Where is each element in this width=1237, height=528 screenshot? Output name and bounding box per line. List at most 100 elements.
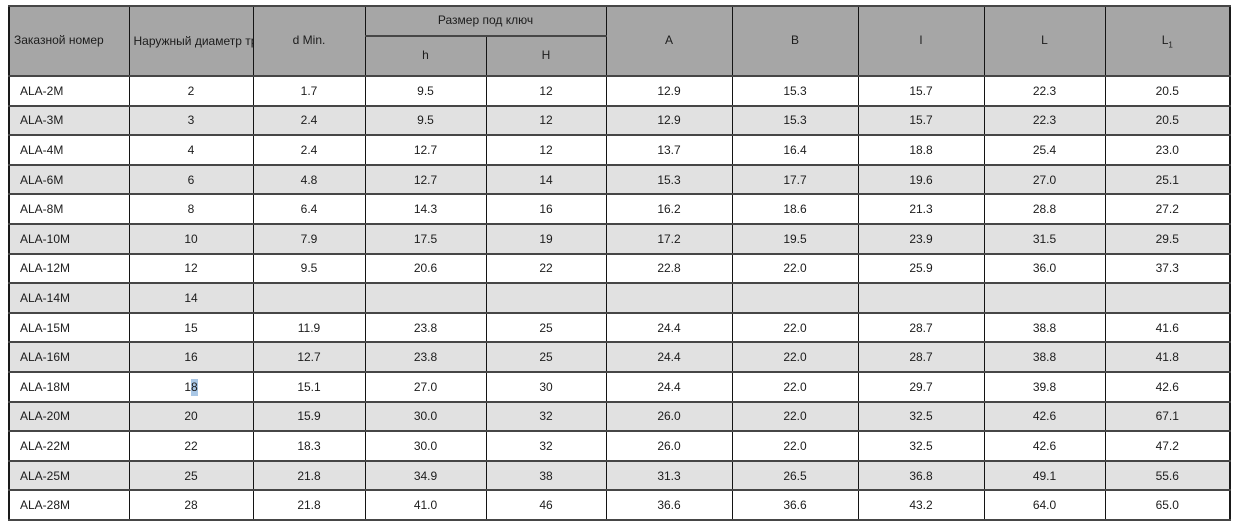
table-row: ALA-18M 18 15.1 27.0 30 24.4 22.0 29.7 39.8 42.6 [8, 370, 1231, 403]
value-cell: 12.7 [252, 341, 366, 373]
table-row: ALA-20M 20 15.9 30.0 32 26.0 22.0 32.5 42.6 67.1 [8, 400, 1231, 433]
value-cell [252, 282, 366, 314]
value-cell: 17.2 [605, 222, 733, 255]
value-cell: 19 [485, 222, 607, 255]
document-page: Заказной номер Наружный диаметр трубы D … [8, 5, 1232, 521]
value-cell: 16.4 [731, 134, 859, 166]
value-cell: 19.6 [857, 163, 985, 196]
value-cell: 47.2 [1104, 430, 1231, 462]
value-cell: 16 [128, 341, 254, 373]
value-cell: 15.3 [605, 163, 733, 196]
value-cell: 23.9 [857, 222, 985, 255]
value-cell: 32.5 [857, 430, 985, 462]
value-cell: 34.9 [364, 459, 487, 492]
col-header-l1-base: L [1161, 33, 1169, 48]
value-cell [605, 282, 733, 314]
col-header-l-big: L [983, 5, 1106, 77]
value-cell: 20.5 [1104, 104, 1231, 137]
value-cell: 28 [128, 489, 254, 521]
value-cell: 46 [485, 489, 607, 521]
value-cell: 42.6 [1104, 370, 1231, 403]
value-cell: 7.9 [252, 222, 366, 255]
value-cell: 37.3 [1104, 252, 1231, 285]
value-cell: 30.0 [364, 400, 487, 433]
value-cell: 8 [128, 193, 254, 225]
value-cell: 22.8 [605, 252, 733, 285]
value-cell: 12.9 [605, 75, 733, 107]
value-cell: 32.5 [857, 400, 985, 433]
value-cell [364, 282, 487, 314]
value-cell: 22 [128, 430, 254, 462]
value-cell: 14 [128, 282, 254, 314]
value-cell: 1.7 [252, 75, 366, 107]
value-cell: 65.0 [1104, 489, 1231, 521]
value-cell: 41.0 [364, 489, 487, 521]
value-cell: 18 [128, 370, 254, 403]
value-cell: 9.5 [364, 104, 487, 137]
value-cell: 4.8 [252, 163, 366, 196]
value-cell: 25.1 [1104, 163, 1231, 196]
table-body: ALA-2M 2 1.7 9.5 12 12.9 15.3 15.7 22.3 20.5 ALA-3… [8, 75, 1231, 521]
spec-table: Заказной номер Наружный диаметр трубы D … [8, 5, 1232, 521]
col-header-d-min: d Min. [252, 5, 366, 77]
order-number-cell: ALA-4M [8, 134, 130, 166]
value-cell: 22.3 [983, 75, 1106, 107]
value-cell: 20.5 [1104, 75, 1231, 107]
value-cell: 12.7 [364, 163, 487, 196]
value-cell: 25.9 [857, 252, 985, 285]
value-cell [485, 282, 607, 314]
table-row: ALA-2M 2 1.7 9.5 12 12.9 15.3 15.7 22.3 20.5 [8, 75, 1231, 107]
value-cell: 15.3 [731, 104, 859, 137]
col-header-wrench-size-group: Размер под ключ [364, 5, 607, 37]
value-cell: 23.0 [1104, 134, 1231, 166]
value-cell [1104, 282, 1231, 314]
value-cell: 39.8 [983, 370, 1106, 403]
value-cell: 9.5 [252, 252, 366, 285]
value-cell: 25 [485, 341, 607, 373]
value-cell: 30 [485, 370, 607, 403]
col-header-l-small: l [857, 5, 985, 77]
value-cell: 18.8 [857, 134, 985, 166]
value-cell: 20.6 [364, 252, 487, 285]
order-number-cell: ALA-22M [8, 430, 130, 462]
order-number-cell: ALA-18M [8, 370, 130, 403]
value-cell: 38.8 [983, 341, 1106, 373]
col-header-h-small: h [364, 35, 487, 77]
order-number-cell: ALA-8M [8, 193, 130, 225]
value-cell: 28.7 [857, 311, 985, 344]
value-cell: 26.5 [731, 459, 859, 492]
value-cell: 12.9 [605, 104, 733, 137]
value-cell: 2.4 [252, 134, 366, 166]
order-number-cell: ALA-12M [8, 252, 130, 285]
value-cell: 14 [485, 163, 607, 196]
value-cell: 25 [128, 459, 254, 492]
value-cell: 22.0 [731, 311, 859, 344]
table-row: ALA-6M 6 4.8 12.7 14 15.3 17.7 19.6 27.0 25.1 [8, 163, 1231, 196]
value-cell: 24.4 [605, 311, 733, 344]
value-cell: 22.0 [731, 400, 859, 433]
value-cell: 6.4 [252, 193, 366, 225]
order-number-cell: ALA-3M [8, 104, 130, 137]
value-cell: 13.7 [605, 134, 733, 166]
order-number-cell: ALA-28M [8, 489, 130, 521]
value-cell: 31.3 [605, 459, 733, 492]
order-number-cell: ALA-10M [8, 222, 130, 255]
order-number-cell: ALA-14M [8, 282, 130, 314]
value-cell: 36.6 [731, 489, 859, 521]
value-cell: 20 [128, 400, 254, 433]
table-row: ALA-8M 8 6.4 14.3 16 16.2 18.6 21.3 28.8 27.2 [8, 193, 1231, 225]
value-cell: 15.1 [252, 370, 366, 403]
value-cell: 22.0 [731, 252, 859, 285]
order-number-cell: ALA-6M [8, 163, 130, 196]
value-cell: 42.6 [983, 400, 1106, 433]
col-header-outer-diameter: Наружный диаметр трубы D [128, 5, 254, 77]
value-cell: 19.5 [731, 222, 859, 255]
col-header-l1: L1 [1104, 5, 1231, 77]
value-cell [983, 282, 1106, 314]
value-cell: 38.8 [983, 311, 1106, 344]
value-cell: 29.7 [857, 370, 985, 403]
value-cell: 24.4 [605, 370, 733, 403]
table-row: ALA-4M 4 2.4 12.7 12 13.7 16.4 18.8 25.4 23.0 [8, 134, 1231, 166]
value-cell: 18.3 [252, 430, 366, 462]
value-cell [857, 282, 985, 314]
